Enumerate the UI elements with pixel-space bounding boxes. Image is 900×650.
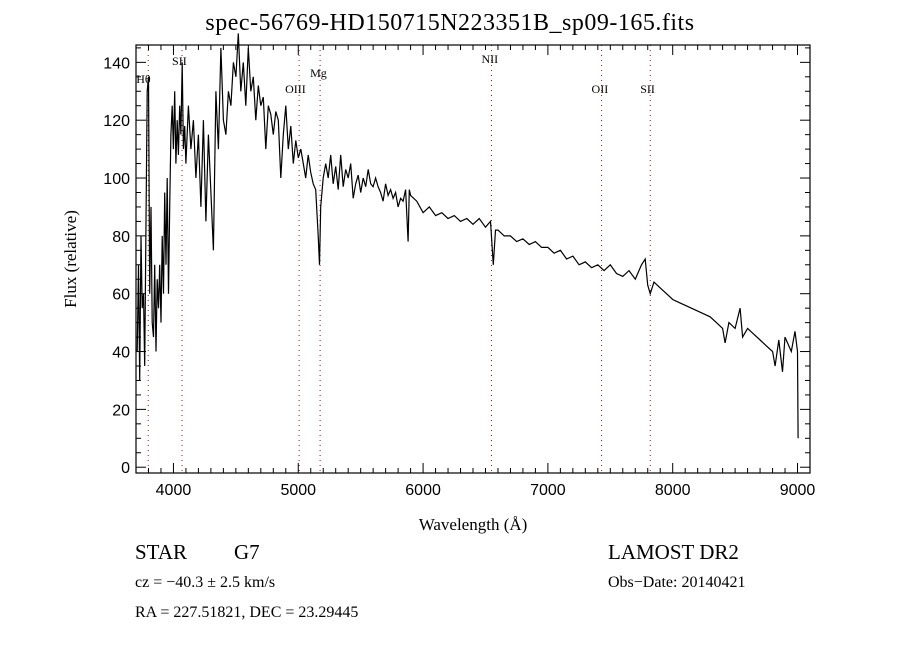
x-axis-label: Wavelength (Å) [419,515,528,534]
line-marker-label: SII [172,54,187,68]
ra-dec-coords: RA = 227.51821, DEC = 23.29445 [135,604,359,621]
survey-label: LAMOST DR2 [608,540,739,564]
line-marker-label: NII [481,52,498,66]
line-marker-label: Hθ [136,72,151,86]
spectrum-line [136,33,799,439]
y-tick-label: 80 [112,229,130,246]
x-tick-label: 4000 [156,482,192,499]
y-tick-label: 20 [112,402,130,419]
y-tick-label: 0 [121,460,130,477]
y-tick-label: 120 [103,113,130,130]
y-tick-label: 100 [103,171,130,188]
x-tick-label: 5000 [280,482,316,499]
x-tick-label: 9000 [780,482,816,499]
object-subclass: G7 [234,540,260,564]
x-tick-label: 7000 [530,482,566,499]
x-tick-label: 8000 [655,482,691,499]
obs-date: Obs−Date: 20140421 [608,574,746,591]
redshift-cz: cz = −40.3 ± 2.5 km/s [135,574,276,591]
plot-frame [135,44,811,474]
line-marker-label: OII [592,82,609,96]
line-marker-label: OIII [285,82,306,96]
y-tick-label: 40 [112,345,130,362]
object-class: STAR [135,540,187,564]
line-marker-label: SII [640,82,655,96]
chart-title: spec-56769-HD150715N223351B_sp09-165.fit… [205,10,695,36]
y-axis-label: Flux (relative) [61,210,80,308]
x-tick-label: 6000 [405,482,441,499]
line-marker-label: Mg [310,66,327,80]
y-tick-label: 60 [112,287,130,304]
y-tick-label: 140 [103,55,130,72]
